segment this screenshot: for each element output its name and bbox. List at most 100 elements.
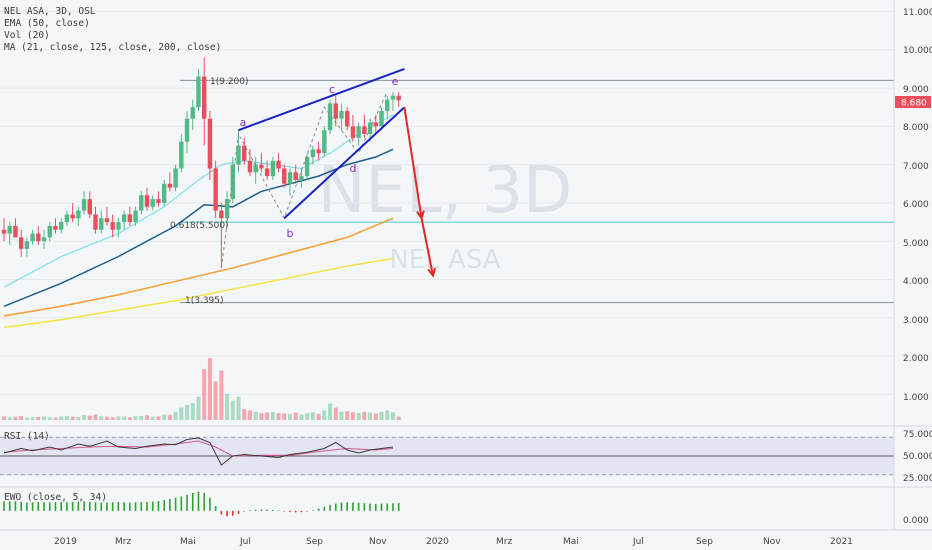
candle-body [299,176,304,180]
projection-arrow-line [403,107,423,219]
volume-bar [305,413,310,420]
candle-body [213,168,218,211]
wedge-upper-line [238,67,405,132]
candle-body [196,76,201,108]
candle-body [247,160,253,173]
annotations: a b c d e 1(9.200) 0.618(5.500) 1(3.395) [170,75,399,306]
candle-body [24,241,30,249]
time-label-2019: 2019 [54,537,77,547]
candle-body [139,195,144,211]
price-tick-3: 3.000 [903,316,929,326]
candle-body [350,126,356,138]
price-tick-10: 10.000 [903,46,932,56]
volume-bar [316,413,321,420]
time-label-2021: 2021 [830,537,853,547]
candle-body [202,76,207,119]
candle-body [47,225,52,238]
volume-bar [133,416,138,420]
chart-legend: NEL ASA, 3D, OSL EMA (50, close) Vol (20… [4,6,221,54]
time-label-2020: 2020 [426,537,449,547]
volume-bar [24,417,29,420]
volume-bar [190,402,195,420]
time-label-mai: Mai [180,537,196,547]
candle-body [390,95,396,100]
rsi-axis-ticks: 75.000 50.000 25.000 [903,430,932,484]
volume-bar [207,358,212,420]
volume-bar [390,412,395,420]
candle-body [70,214,75,219]
candle-body [345,111,350,127]
candle-body [30,233,35,242]
candle-body [293,172,298,180]
volume-bars [2,358,401,420]
candle-body [270,160,276,177]
candle-body [76,210,81,219]
volume-bar [322,410,327,420]
volume-bar [293,412,298,420]
volume-bar [173,411,178,420]
ma-legend[interactable]: MA (21, close, 125, close, 200, close) [4,42,222,53]
volume-bar [122,416,127,420]
price-tick-8: 8.000 [903,123,929,133]
price-axis-ticks: 11.000 10.000 9.000 8.000 7.000 6.000 5.… [903,8,932,403]
grid [0,10,894,395]
time-label-mrz: Mrz [115,537,131,547]
candle-body [190,107,195,119]
volume-bar [116,416,121,420]
candle-body [127,214,133,223]
volume-bar [288,413,292,420]
volume-bar [53,417,58,420]
rsi-tick-75: 75.000 [903,430,932,440]
candle-body [259,164,264,169]
last-price-text: 8.680 [901,99,927,109]
watermark-ticker: NEL, 3D [318,154,573,228]
volume-bar [70,416,75,420]
volume-bar [373,413,378,420]
fib-bottom-label: 1(3.395) [185,296,224,306]
rsi-signal-line [3,440,394,457]
drawings[interactable] [220,67,436,278]
volume-bar [179,407,184,420]
candle-body [13,225,18,238]
volume-bar [13,416,18,420]
vol-legend[interactable]: Vol (20) [4,30,50,41]
candle-body [339,111,344,119]
time-label-nov: Nov [369,537,387,547]
fib-mid-label: 0.618(5.500) [170,221,229,231]
volume-bar [345,411,350,420]
volume-bar [110,417,115,420]
time-axis: 2019 Mrz Mai Jul Sep Nov 2020 Mrz Mai Ju… [54,537,853,547]
time-label-sep: Sep [306,537,323,547]
candle-body [36,233,41,242]
volume-bar [333,407,338,420]
volume-bar [328,403,333,420]
ema50-line [3,148,394,307]
candle-body [282,168,287,184]
symbol-legend[interactable]: NEL ASA, 3D, OSL [4,6,96,17]
price-tick-1: 1.000 [903,393,929,403]
volume-bar [270,411,275,420]
candle-body [287,172,293,184]
candle-body [99,218,104,230]
candle-body [179,141,184,169]
elliott-wave-path [220,91,388,269]
wave-label-c: c [329,83,335,96]
ema-legend[interactable]: EMA (50, close) [4,18,90,29]
volume-bar [196,396,201,420]
moving-averages [3,114,394,329]
volume-bar [225,393,230,420]
candle-body [116,222,121,230]
time-label-sep-2: Sep [696,537,713,547]
candle-body [133,210,138,223]
candle-body [1,229,7,234]
candle-body [373,122,378,127]
rsi-label: RSI (14) [4,431,50,442]
candle-body [310,149,316,157]
candle-body [93,214,98,230]
volume-bar [236,396,241,420]
volume-bar [362,411,367,420]
candle-body [356,126,361,138]
candle-body [184,118,190,142]
